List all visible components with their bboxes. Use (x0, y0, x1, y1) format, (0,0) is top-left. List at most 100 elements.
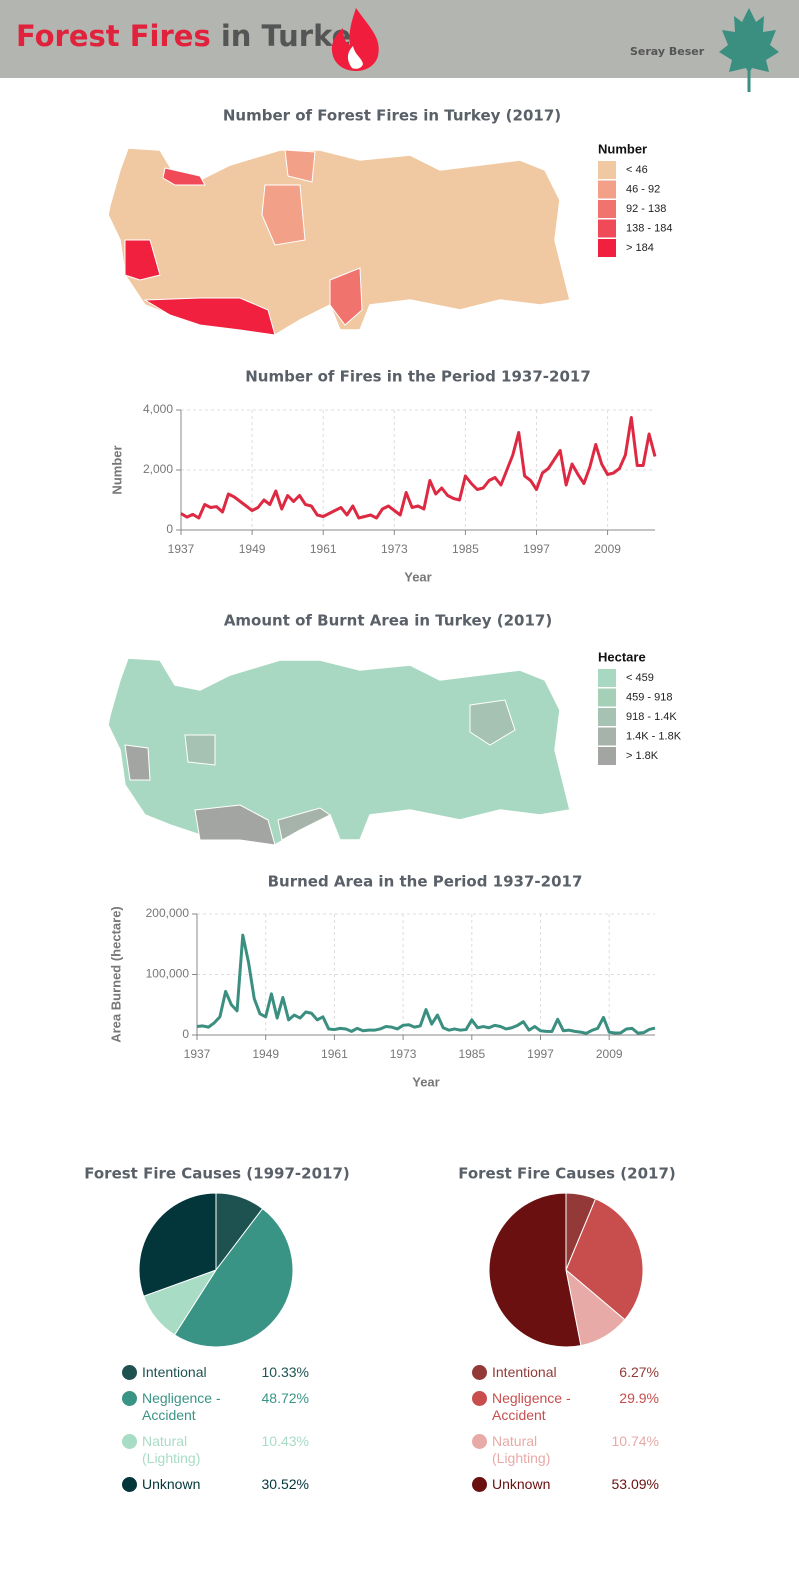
legend-label: Intentional (492, 1364, 557, 1380)
x-tick-label: 1937 (184, 1047, 211, 1061)
legend-label: Unknown (142, 1476, 201, 1492)
legend-label: Unknown (492, 1476, 551, 1492)
legend-row: Intentional 6.27% (472, 1364, 659, 1381)
pie-legend: Intentional 10.33% Negligence - Accident 48… (122, 1364, 309, 1493)
y-axis-label: Area Burned (hectare) (108, 906, 123, 1043)
legend-label: < 459 (626, 672, 654, 684)
x-tick-label: 1973 (390, 1047, 417, 1061)
x-tick-label: 1985 (458, 1047, 485, 1061)
legend-title: Number (598, 141, 647, 156)
chart-title: Number of Fires in the Period 1937-2017 (245, 368, 591, 386)
legend-swatch (598, 747, 616, 765)
value-label: 10.43% (261, 1433, 309, 1449)
chart-title: Amount of Burnt Area in Turkey (2017) (224, 612, 552, 630)
legend-row: Natural (Lighting) 10.43% (122, 1433, 309, 1467)
x-tick-label: 2009 (594, 542, 621, 556)
legend-row: Negligence - Accident 29.9% (472, 1390, 659, 1424)
x-tick-label: 1949 (252, 1047, 279, 1061)
legend-swatch (598, 219, 616, 238)
chart-title: Burned Area in the Period 1937-2017 (268, 873, 583, 891)
x-tick-label: 1997 (527, 1047, 554, 1061)
region (162, 167, 206, 186)
region (277, 807, 331, 841)
author: Seray Beser (630, 45, 705, 58)
x-tick-label: 1961 (321, 1047, 348, 1061)
region (284, 149, 316, 183)
x-axis-label: Year (412, 1074, 439, 1089)
legend-marker (122, 1365, 137, 1380)
legend-swatch (598, 161, 616, 179)
x-tick-label: 1949 (239, 542, 266, 556)
legend-label: 918 - 1.4K (626, 711, 677, 723)
pie-slice (488, 1192, 582, 1348)
legend-row: Negligence - Accident 48.72% (122, 1390, 309, 1424)
header-title: Forest Fires in Turkey (16, 19, 370, 53)
region (329, 267, 363, 326)
leaf-icon (719, 8, 779, 74)
legend-label: > 184 (626, 242, 654, 254)
legend-swatch (598, 669, 616, 687)
value-label: 29.9% (619, 1390, 659, 1406)
legend-title: Hectare (598, 649, 646, 664)
map-outline (107, 657, 571, 846)
x-tick-label: 1997 (523, 542, 550, 556)
legend-marker (472, 1434, 487, 1449)
legend-row: Intentional 10.33% (122, 1364, 309, 1381)
region (261, 184, 306, 246)
pie-legend: Intentional 6.27% Negligence - Accident 29.… (472, 1364, 659, 1493)
x-tick-label: 1937 (168, 542, 195, 556)
y-tick-label: 0 (166, 522, 173, 536)
x-tick-label: 1985 (452, 542, 479, 556)
legend-marker (122, 1477, 137, 1492)
map-fires (107, 147, 571, 336)
legend-marker (122, 1434, 137, 1449)
region (124, 744, 151, 781)
legend-swatch (598, 200, 616, 218)
value-label: 53.09% (611, 1476, 659, 1492)
y-tick-label: 100,000 (146, 967, 190, 981)
legend-label: < 46 (626, 164, 648, 176)
chart-title: Forest Fire Causes (2017) (458, 1165, 676, 1183)
legend-swatch (598, 180, 616, 199)
legend-swatch (598, 727, 616, 746)
legend-label: 46 - 92 (626, 183, 660, 195)
chart-title: Forest Fire Causes (1997-2017) (84, 1165, 350, 1183)
legend-row: Unknown 30.52% (122, 1476, 309, 1493)
x-tick-label: 2009 (596, 1047, 623, 1061)
legend-swatch (598, 239, 616, 257)
value-label: 30.52% (261, 1476, 309, 1492)
flame-inner (347, 46, 363, 69)
region (124, 239, 161, 281)
data-line (180, 416, 657, 520)
legend-row: Natural (Lighting) 10.74% (472, 1433, 659, 1467)
legend-label: 92 - 138 (626, 203, 666, 215)
region (194, 804, 276, 846)
value-label: 6.27% (619, 1364, 659, 1380)
x-axis-label: Year (404, 569, 431, 584)
legend-row: Unknown 53.09% (472, 1476, 659, 1493)
legend-label: Intentional (142, 1364, 207, 1380)
value-label: 10.33% (261, 1364, 309, 1380)
pie-slice (173, 1207, 294, 1348)
legend-swatch (598, 688, 616, 707)
map-area (107, 657, 571, 846)
y-tick-label: 0 (182, 1027, 189, 1041)
value-label: 10.74% (611, 1433, 659, 1449)
flame-icon (331, 8, 379, 71)
header-bar (0, 0, 799, 78)
pie-slice (565, 1198, 644, 1321)
y-tick-label: 2,000 (143, 462, 173, 476)
legend-label: 1.4K - 1.8K (626, 730, 682, 742)
legend-label: 138 - 184 (626, 222, 672, 234)
legend-marker (472, 1391, 487, 1406)
x-tick-label: 1973 (381, 542, 408, 556)
legend-marker (122, 1391, 137, 1406)
legend-swatch (598, 708, 616, 726)
legend-label: Natural (Lighting) (142, 1433, 201, 1466)
data-line (196, 933, 656, 1035)
x-tick-label: 1961 (310, 542, 337, 556)
y-tick-label: 200,000 (146, 906, 190, 920)
legend-label: Negligence - Accident (142, 1390, 221, 1423)
